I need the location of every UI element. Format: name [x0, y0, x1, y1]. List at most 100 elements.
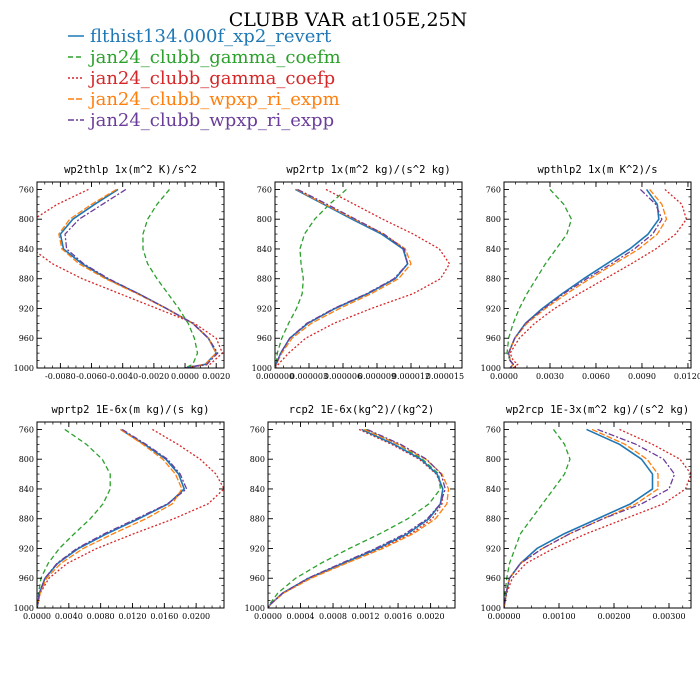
x-tick-label: 0.0200	[182, 612, 210, 621]
x-tick-label: 0.00100	[542, 612, 575, 621]
x-tick-label: 0.00200	[597, 612, 630, 621]
x-tick-label: 0.00300	[652, 612, 685, 621]
legend-entry: jan24_clubb_gamma_coefp	[68, 68, 335, 89]
series-line-5	[275, 188, 409, 368]
legend-label: jan24_clubb_wpxp_ri_expp	[88, 110, 334, 131]
panel-title: rcp2 1E-6x(kg^2)/(kg^2)	[289, 404, 434, 416]
x-tick-label: 0.000000	[256, 372, 294, 381]
y-tick-label: 880	[257, 275, 272, 284]
y-tick-label: 920	[257, 304, 272, 313]
plot-frame	[503, 421, 692, 609]
x-tick-label: 0.0004	[287, 612, 315, 621]
series-line-4	[507, 189, 668, 368]
panel-title: wp2rcp 1E-3x(m^2 kg)/(s^2 kg)	[506, 404, 689, 416]
panel-1: wp2thlp 1x(m^2 K)/s^2 760 800 840 880 920 960 1…	[14, 164, 231, 381]
panel-2: wp2rtp 1x(m^2 kg)/(s^2 kg) 760 800 840 880 92…	[252, 164, 464, 381]
x-tick-label: 0.0090	[628, 372, 656, 381]
y-tick-label: 840	[250, 485, 265, 494]
x-tick-label: 0.0000	[490, 372, 518, 381]
series-line-1	[507, 188, 660, 368]
panel-4: wprtp2 1E-6x(m kg)/(s kg) 760 800 840 880 920…	[14, 404, 225, 621]
x-tick-label: 0.0016	[384, 612, 412, 621]
legend-label: flthist134.000f_xp2_revert	[90, 26, 332, 47]
series-line-5	[37, 428, 188, 608]
y-tick-label: 880	[486, 275, 501, 284]
y-tick-label: 1000	[252, 364, 272, 373]
y-tick-label: 1000	[481, 604, 501, 613]
y-tick-label: 800	[250, 455, 265, 464]
panel-grid: wp2thlp 1x(m^2 K)/s^2 760 800 840 880 920 960 1…	[14, 164, 700, 621]
y-tick-label: 1000	[245, 604, 265, 613]
y-tick-label: 880	[486, 515, 501, 524]
series-line-2	[275, 188, 347, 368]
x-tick-label: 0.0160	[150, 612, 178, 621]
series-group	[275, 188, 451, 368]
y-tick-label: 800	[486, 455, 501, 464]
y-tick-label: 840	[486, 485, 501, 494]
x-tick-label: 0.000009	[358, 372, 396, 381]
panel-title: wpthlp2 1x(m K^2)/s	[537, 164, 657, 176]
x-tick-label: 0.000015	[426, 372, 464, 381]
series-line-2	[504, 429, 571, 608]
y-tick-label: 920	[486, 304, 501, 313]
y-tick-label: 840	[19, 485, 34, 494]
series-line-3	[509, 188, 688, 368]
y-tick-label: 960	[19, 334, 34, 343]
y-tick-label: 920	[19, 304, 34, 313]
series-line-5	[507, 188, 663, 368]
series-line-1	[504, 428, 654, 608]
panel-3: wpthlp2 1x(m K^2)/s 760 800 840 880 920 960 100…	[481, 164, 700, 381]
panel-title: wp2rtp 1x(m^2 kg)/(s^2 kg)	[286, 164, 450, 176]
y-tick-label: 960	[486, 334, 501, 343]
x-tick-label: 0.00000	[487, 612, 520, 621]
legend-label: jan24_clubb_wpxp_ri_expm	[88, 89, 340, 110]
plot-frame	[36, 181, 225, 369]
y-tick-label: 760	[486, 185, 501, 194]
x-tick-label: 0.0020	[417, 612, 445, 621]
legend-label: jan24_clubb_gamma_coefm	[88, 47, 341, 68]
y-tick-label: 840	[257, 245, 272, 254]
y-tick-label: 960	[257, 334, 272, 343]
series-line-1	[268, 428, 444, 608]
series-line-2	[142, 189, 199, 368]
x-tick-label: 0.0000	[254, 612, 282, 621]
y-tick-label: 920	[486, 544, 501, 553]
series-line-4	[275, 188, 412, 368]
y-tick-label: 800	[19, 215, 34, 224]
y-tick-label: 1000	[481, 364, 501, 373]
y-tick-label: 800	[486, 215, 501, 224]
panel-5: rcp2 1E-6x(kg^2)/(kg^2) 760 800 840 880 920 96…	[245, 404, 456, 621]
plot-frame	[36, 421, 225, 609]
x-tick-label: -0.0040	[107, 372, 138, 381]
legend-entry: jan24_clubb_wpxp_ri_expm	[68, 89, 340, 110]
series-group	[37, 188, 224, 368]
figure-title: CLUBB VAR at105E,25N	[229, 9, 468, 31]
panel-6: wp2rcp 1E-3x(m^2 kg)/(s^2 kg) 760 800 840 88…	[481, 404, 692, 621]
y-tick-label: 1000	[14, 604, 34, 613]
plot-frame	[274, 181, 463, 369]
x-tick-label: 0.0120	[118, 612, 146, 621]
series-line-3	[37, 428, 224, 608]
x-tick-label: 0.000006	[324, 372, 362, 381]
y-tick-label: 760	[257, 185, 272, 194]
y-tick-label: 920	[250, 544, 265, 553]
y-tick-label: 760	[19, 185, 34, 194]
panel-title: wprtp2 1E-6x(m kg)/(s kg)	[51, 404, 209, 416]
series-group	[268, 428, 450, 608]
panel-title: wp2thlp 1x(m^2 K)/s^2	[64, 164, 197, 176]
x-tick-label: 0.000003	[290, 372, 328, 381]
series-line-3	[37, 188, 224, 368]
x-tick-label: 0.000012	[392, 372, 430, 381]
series-line-2	[37, 428, 111, 608]
legend-entry: jan24_clubb_gamma_coefm	[68, 47, 341, 68]
legend-entry: flthist134.000f_xp2_revert	[68, 26, 332, 47]
series-group	[37, 428, 224, 608]
y-tick-label: 1000	[14, 364, 34, 373]
y-tick-label: 760	[19, 425, 34, 434]
series-line-2	[268, 428, 442, 608]
y-tick-label: 880	[19, 515, 34, 524]
x-tick-label: 0.0040	[55, 612, 83, 621]
y-tick-label: 960	[250, 574, 265, 583]
y-tick-label: 800	[257, 215, 272, 224]
